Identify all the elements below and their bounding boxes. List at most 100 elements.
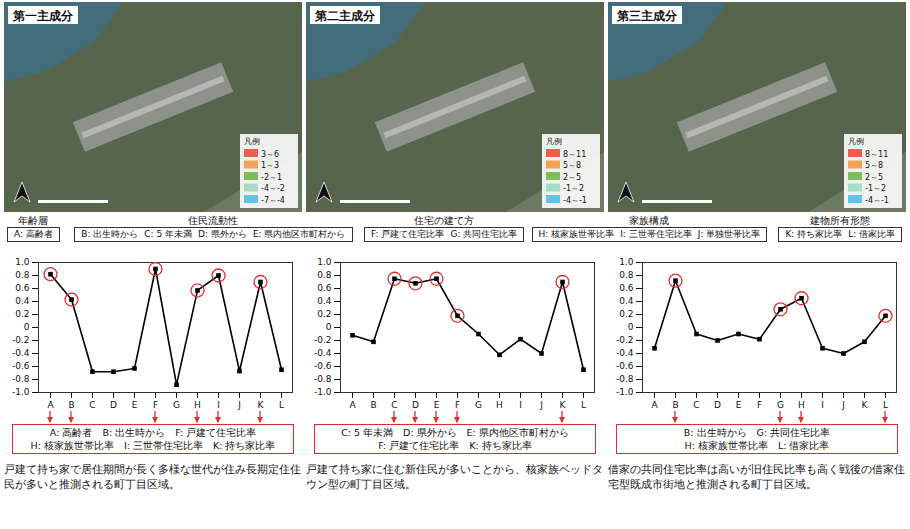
svg-text:D: D — [714, 400, 721, 410]
svg-text:-4～-2: -4～-2 — [261, 184, 285, 193]
svg-text:-0.2: -0.2 — [12, 335, 30, 345]
svg-text:第三主成分: 第三主成分 — [616, 9, 678, 23]
html-text:戸建て持ち家に住む新住民が多いことから、核家族ベッドタウン型: 戸建て持ち家に住む新住民が多いことから、核家族ベッドタウン型の町丁目区域。 — [306, 463, 603, 490]
svg-text:A: A — [47, 400, 54, 410]
svg-text:1.0: 1.0 — [317, 257, 332, 267]
html-text:建物所有形態: 建物所有形態 — [810, 215, 871, 226]
svg-text:0.4: 0.4 — [15, 296, 30, 306]
svg-text:0.6: 0.6 — [317, 283, 332, 293]
svg-text:I: I — [821, 400, 824, 410]
svg-text:0: 0 — [326, 322, 332, 332]
svg-text:0.2: 0.2 — [317, 309, 331, 319]
svg-text:0.8: 0.8 — [619, 270, 634, 280]
svg-text:-0.6: -0.6 — [616, 361, 634, 371]
svg-text:第一主成分: 第一主成分 — [12, 9, 74, 23]
svg-text:-1.0: -1.0 — [12, 387, 30, 397]
svg-text:0.8: 0.8 — [317, 270, 332, 280]
svg-text:K: K — [560, 400, 567, 410]
svg-text:-0.4: -0.4 — [616, 348, 634, 358]
svg-text:5～8: 5～8 — [563, 161, 581, 170]
svg-text:I: I — [217, 400, 220, 410]
svg-text:2～5: 2～5 — [865, 173, 883, 182]
svg-text:凡例: 凡例 — [848, 137, 864, 146]
svg-text:-0.2: -0.2 — [616, 335, 634, 345]
svg-text:A: A — [349, 400, 356, 410]
svg-text:L: L — [581, 400, 586, 410]
svg-text:凡例: 凡例 — [244, 137, 260, 146]
svg-text:-0.4: -0.4 — [12, 348, 30, 358]
svg-text:D: D — [412, 400, 419, 410]
svg-text:G: G — [173, 400, 180, 410]
svg-text:L: L — [883, 400, 888, 410]
svg-text:K: K — [862, 400, 869, 410]
svg-text:I: I — [519, 400, 522, 410]
svg-text:H: H — [194, 400, 201, 410]
svg-text:B: B — [672, 400, 678, 410]
html-text:借家の共同住宅比率は高いが旧住民比率も高く戦後の借家住宅型既: 借家の共同住宅比率は高いが旧住民比率も高く戦後の借家住宅型既成市街地と推測される… — [608, 463, 905, 490]
svg-text:-0.4: -0.4 — [314, 348, 332, 358]
svg-text:A: A — [651, 400, 658, 410]
svg-text:1.0: 1.0 — [15, 257, 30, 267]
svg-text:E: E — [132, 400, 138, 410]
svg-text:D: D — [110, 400, 117, 410]
svg-text:-0.6: -0.6 — [12, 361, 30, 371]
svg-text:C: C — [693, 400, 699, 410]
svg-text:-0.6: -0.6 — [314, 361, 332, 371]
svg-text:-2～1: -2～1 — [261, 173, 282, 182]
svg-text:1.0: 1.0 — [619, 257, 634, 267]
html-text:A: 高齢者: A: 高齢者 — [49, 427, 93, 438]
svg-text:0.8: 0.8 — [15, 270, 30, 280]
svg-text:-0.8: -0.8 — [616, 374, 634, 384]
svg-text:-1.0: -1.0 — [314, 387, 332, 397]
svg-text:-0.8: -0.8 — [12, 374, 30, 384]
svg-text:F: F — [153, 400, 158, 410]
html-text:B: 出生時から: B: 出生時から — [102, 427, 166, 438]
svg-text:E: E — [434, 400, 440, 410]
svg-text:-4～-1: -4～-1 — [865, 196, 889, 205]
html-text:家族構成: 家族構成 — [629, 215, 670, 226]
svg-text:5～8: 5～8 — [865, 161, 883, 170]
svg-text:-0.2: -0.2 — [314, 335, 332, 345]
html-text:戸建て持ち家で居住期間が長く多様な世代が住み長期定住住民が多: 戸建て持ち家で居住期間が長く多様な世代が住み長期定住住民が多いと推測される町丁目… — [4, 463, 301, 490]
svg-text:J: J — [841, 400, 845, 410]
svg-text:B: B — [370, 400, 376, 410]
svg-text:0.2: 0.2 — [15, 309, 29, 319]
html-text:住民流動性: 住民流動性 — [188, 215, 239, 226]
html-text:年齢層: 年齢層 — [18, 215, 49, 226]
svg-text:-4～-1: -4～-1 — [563, 196, 587, 205]
svg-text:F: F — [757, 400, 762, 410]
svg-text:G: G — [475, 400, 482, 410]
svg-text:H: H — [798, 400, 805, 410]
svg-text:0.6: 0.6 — [15, 283, 30, 293]
svg-text:8～11: 8～11 — [865, 150, 888, 159]
svg-text:-7～-4: -7～-4 — [261, 196, 285, 205]
svg-text:-1.0: -1.0 — [616, 387, 634, 397]
svg-text:K: K — [258, 400, 265, 410]
svg-text:J: J — [539, 400, 543, 410]
svg-text:F: F — [455, 400, 460, 410]
svg-text:凡例: 凡例 — [546, 137, 562, 146]
svg-text:-1～2: -1～2 — [865, 184, 886, 193]
svg-text:3～6: 3～6 — [261, 150, 279, 159]
svg-text:-0.8: -0.8 — [314, 374, 332, 384]
svg-text:J: J — [237, 400, 241, 410]
svg-text:G: G — [777, 400, 784, 410]
svg-text:2～5: 2～5 — [563, 173, 581, 182]
svg-text:E: E — [736, 400, 742, 410]
svg-text:B: B — [68, 400, 74, 410]
svg-text:0: 0 — [24, 322, 30, 332]
svg-text:8～11: 8～11 — [563, 150, 586, 159]
svg-text:C: C — [89, 400, 95, 410]
svg-text:第二主成分: 第二主成分 — [314, 9, 376, 23]
svg-text:0.4: 0.4 — [619, 296, 634, 306]
svg-text:L: L — [279, 400, 284, 410]
svg-text:-1～2: -1～2 — [563, 184, 584, 193]
html-text:住宅の建て方: 住宅の建て方 — [414, 215, 475, 226]
svg-text:0.4: 0.4 — [317, 296, 332, 306]
svg-text:0.6: 0.6 — [619, 283, 634, 293]
svg-text:0.2: 0.2 — [619, 309, 633, 319]
svg-text:C: C — [391, 400, 397, 410]
svg-text:0: 0 — [628, 322, 634, 332]
svg-text:H: H — [496, 400, 503, 410]
svg-text:1～3: 1～3 — [261, 161, 279, 170]
